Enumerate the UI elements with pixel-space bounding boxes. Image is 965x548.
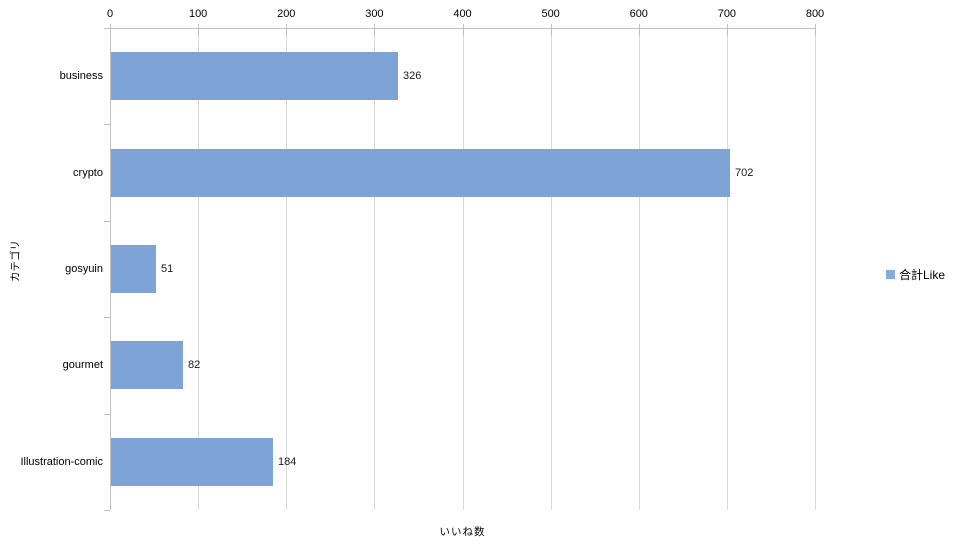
x-axis-tick-label: 500 [541, 8, 560, 20]
x-axis-tick [815, 24, 816, 36]
x-axis-tick-label: 200 [277, 8, 296, 20]
legend: 合計Like [886, 266, 945, 283]
bar-crypto [111, 149, 730, 197]
x-axis-tick [726, 24, 728, 36]
x-axis-tick [462, 24, 464, 36]
x-axis-tick [638, 24, 640, 36]
legend-label: 合計Like [899, 268, 946, 282]
gridline [286, 28, 288, 510]
x-axis-tick-label: 400 [453, 8, 472, 20]
category-label: gourmet [62, 359, 103, 371]
y-axis-tick [104, 124, 110, 125]
gridline [550, 28, 552, 510]
gridline [374, 28, 376, 510]
x-axis-tick [550, 24, 552, 36]
gridline [638, 28, 640, 510]
x-axis-tick [198, 24, 200, 36]
legend-swatch-icon [886, 270, 895, 279]
y-axis-tick [104, 221, 110, 222]
value-label: 82 [188, 359, 201, 371]
bar-business [111, 52, 398, 100]
y-axis-tick [104, 28, 110, 29]
category-label: gosyuin [65, 263, 103, 275]
category-label: crypto [73, 167, 103, 179]
category-label: business [59, 70, 103, 82]
y-axis-tick [104, 317, 110, 318]
x-axis-tick [374, 24, 376, 36]
x-axis-tick-label: 100 [188, 8, 208, 20]
category-label: Illustration-comic [20, 456, 103, 468]
value-label: 326 [403, 70, 422, 82]
gridline [726, 28, 728, 510]
x-axis-tick-label: 600 [629, 8, 648, 20]
x-axis-title: いいね数 [439, 526, 486, 538]
bar-Illustration-comic [111, 438, 273, 486]
gridline [198, 28, 200, 510]
value-label: 51 [161, 263, 174, 275]
x-axis-tick-label: 300 [365, 8, 384, 20]
gridline [462, 28, 464, 510]
x-axis-tick-label: 0 [106, 8, 114, 20]
y-axis-tick [104, 414, 110, 415]
bar-gourmet [111, 341, 183, 389]
x-axis-tick [286, 24, 288, 36]
value-label: 702 [735, 167, 754, 179]
y-axis-tick [104, 510, 110, 511]
x-axis-tick-label: 800 [805, 8, 825, 20]
y-axis-line [110, 28, 111, 510]
value-label: 184 [278, 456, 297, 468]
x-axis-line [110, 28, 816, 29]
gridline [815, 28, 816, 510]
x-axis-tick-label: 700 [717, 8, 737, 20]
bar-gosyuin [111, 245, 156, 293]
